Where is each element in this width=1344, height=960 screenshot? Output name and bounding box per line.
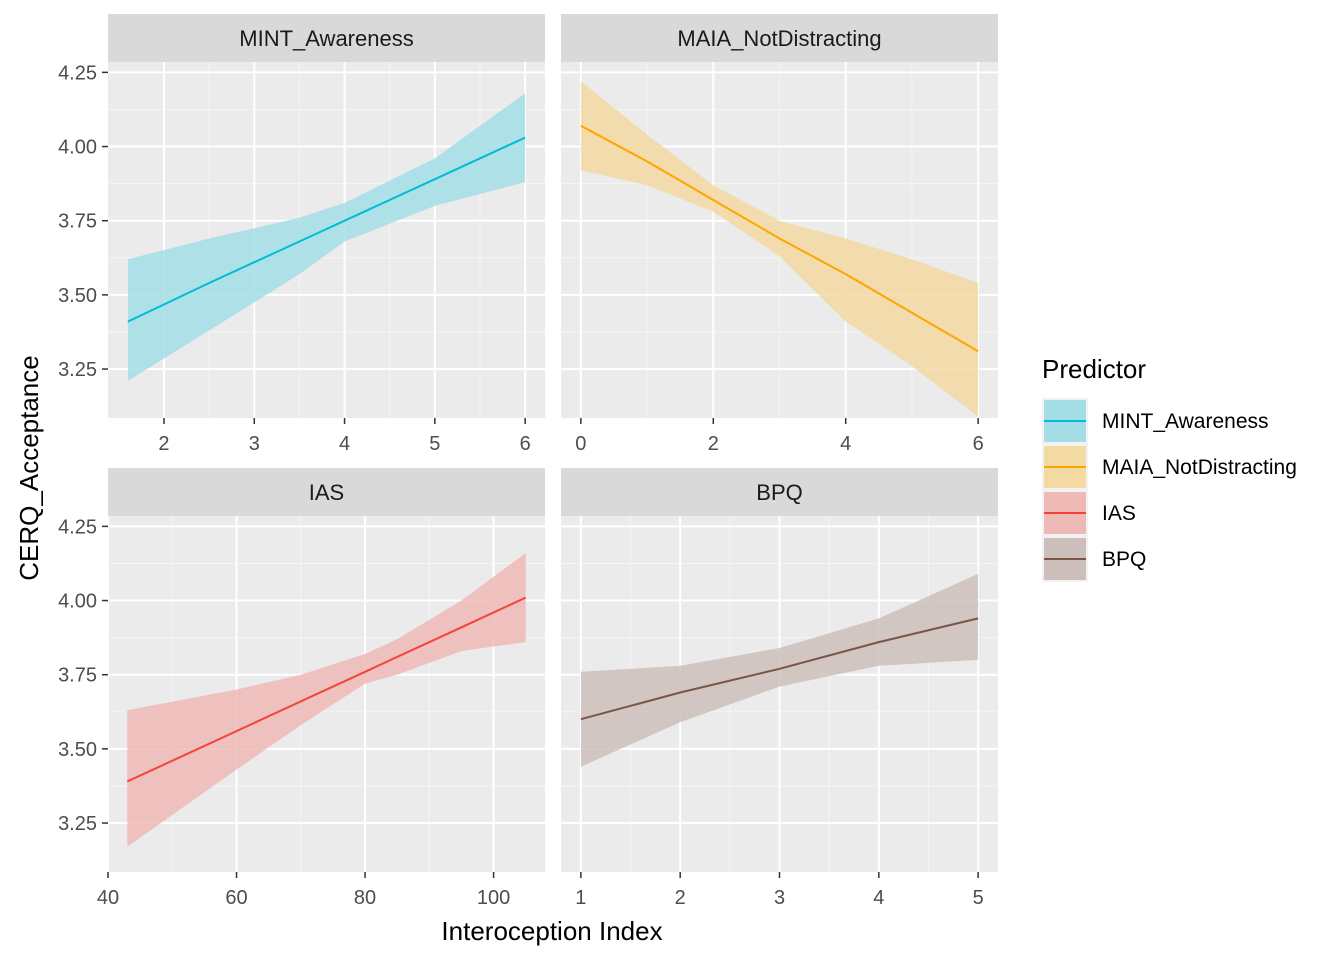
- x-tick-label: 80: [354, 887, 376, 909]
- x-tick-label: 3: [774, 887, 785, 909]
- confidence-band: [580, 573, 979, 767]
- legend-item: MINT_Awareness: [1042, 398, 1269, 444]
- panel-MAIA_NotDistracting: MAIA_NotDistracting 0 2 4 6: [561, 14, 998, 455]
- series-line: [580, 617, 979, 721]
- y-tick-label: 3.75: [58, 665, 97, 687]
- panel-MINT_Awareness: MINT_Awareness 2 3 4 5 6 3.25 3.50 3.75 4.00 4.25: [58, 14, 545, 455]
- legend-item: BPQ: [1042, 536, 1146, 582]
- confidence-band: [127, 93, 526, 381]
- facet-strip-label: MINT_Awareness: [239, 26, 413, 51]
- facet-strip-label: MAIA_NotDistracting: [677, 26, 881, 51]
- y-tick-label: 4.00: [58, 137, 97, 159]
- legend-item: MAIA_NotDistracting: [1042, 444, 1297, 490]
- y-tick-label: 3.75: [58, 211, 97, 233]
- x-tick-label: 5: [429, 433, 440, 455]
- x-tick-label: 1: [575, 887, 586, 909]
- y-tick-label: 4.25: [58, 516, 97, 538]
- facet-strip: [108, 14, 545, 62]
- x-tick-label: 3: [249, 433, 260, 455]
- panel-IAS: IAS 40 60 80 100 3.25 3.50 3.75 4.00 4.25: [58, 468, 545, 909]
- confidence-band: [127, 553, 526, 847]
- x-tick-label: 2: [158, 433, 169, 455]
- legend: Predictor MINT_Awareness MAIA_NotDistract…: [1042, 354, 1297, 582]
- y-tick-label: 4.25: [58, 62, 97, 84]
- x-tick-label: 4: [873, 887, 884, 909]
- series-line: [580, 124, 979, 353]
- x-tick-label: 0: [575, 433, 586, 455]
- series-line: [127, 136, 526, 323]
- facet-strip: [561, 14, 998, 62]
- x-tick-label: 40: [97, 887, 119, 909]
- legend-label: MAIA_NotDistracting: [1102, 456, 1297, 479]
- y-tick-label: 4.00: [58, 591, 97, 613]
- y-tick-label: 3.50: [58, 739, 97, 761]
- x-tick-label: 2: [675, 887, 686, 909]
- y-tick-label: 3.25: [58, 813, 97, 835]
- x-tick-label: 100: [477, 887, 510, 909]
- x-tick-label: 4: [339, 433, 350, 455]
- legend-title: Predictor: [1042, 354, 1146, 384]
- legend-label: BPQ: [1102, 548, 1146, 571]
- x-tick-label: 6: [520, 433, 531, 455]
- facet-strip: [561, 468, 998, 516]
- x-tick-label: 5: [973, 887, 984, 909]
- x-axis-title: Interoception Index: [441, 916, 662, 946]
- facet-strip: [108, 468, 545, 516]
- x-tick-label: 60: [225, 887, 247, 909]
- x-tick-label: 4: [840, 433, 851, 455]
- series-line: [126, 596, 527, 783]
- x-tick-label: 6: [973, 433, 984, 455]
- y-tick-label: 3.50: [58, 285, 97, 307]
- x-tick-label: 2: [708, 433, 719, 455]
- facet-strip-label: BPQ: [756, 480, 802, 505]
- legend-item: IAS: [1042, 490, 1136, 536]
- facet-strip-label: IAS: [309, 480, 344, 505]
- legend-label: MINT_Awareness: [1102, 410, 1269, 433]
- y-axis-title: CERQ_Acceptance: [14, 355, 44, 580]
- y-tick-label: 3.25: [58, 359, 97, 381]
- panel-BPQ: BPQ 1 2 3 4 5: [561, 468, 998, 909]
- legend-label: IAS: [1102, 502, 1136, 525]
- confidence-band: [580, 81, 979, 417]
